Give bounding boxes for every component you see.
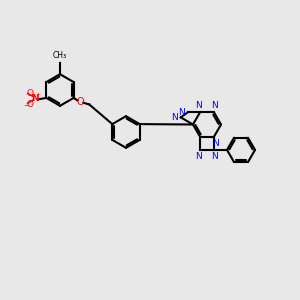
Text: N: N: [211, 152, 218, 161]
Text: O: O: [26, 100, 33, 109]
Text: O: O: [26, 89, 33, 98]
Text: N: N: [195, 101, 202, 110]
Text: N: N: [31, 94, 39, 103]
Text: −: −: [23, 103, 29, 109]
Text: N: N: [195, 152, 202, 161]
Text: N: N: [212, 139, 219, 148]
Text: N: N: [178, 108, 185, 117]
Text: O: O: [76, 97, 84, 106]
Text: CH₃: CH₃: [53, 51, 67, 60]
Text: +: +: [35, 92, 40, 98]
Text: N: N: [172, 113, 178, 122]
Text: N: N: [211, 101, 218, 110]
